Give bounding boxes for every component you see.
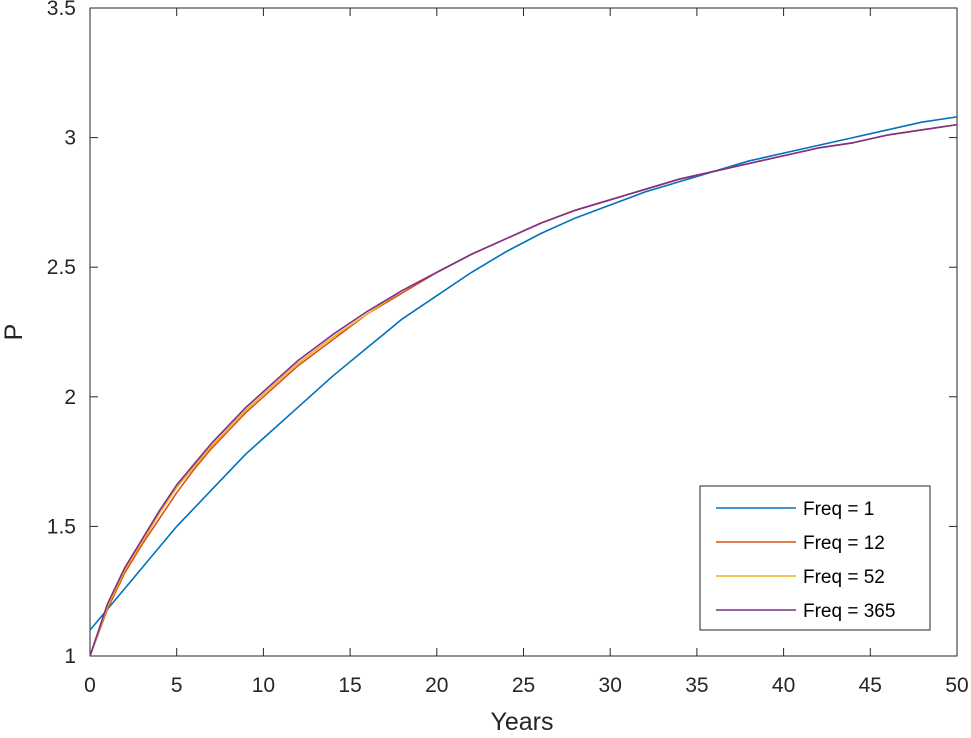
x-tick-label: 25 [512, 674, 535, 697]
x-tick-label: 35 [685, 674, 708, 697]
legend: Freq = 1 Freq = 12 Freq = 52 Freq = 365 [699, 485, 931, 631]
legend-label: Freq = 52 [803, 567, 885, 588]
y-tick-label: 2 [64, 386, 76, 409]
y-tick-label: 2.5 [47, 256, 76, 279]
x-tick-label: 30 [599, 674, 622, 697]
legend-label: Freq = 365 [803, 601, 895, 622]
x-tick-label: 40 [772, 674, 795, 697]
y-tick-label: 1.5 [47, 515, 76, 538]
y-axis-label: P [0, 324, 28, 341]
x-tick-label: 15 [338, 674, 361, 697]
y-tick-label: 3.5 [47, 0, 76, 20]
series-line-4 [89, 123, 958, 657]
y-axis: 1 1.5 2 2.5 3 3.5 [47, 0, 957, 668]
x-axis-label: Years [490, 708, 553, 736]
x-tick-label: 20 [425, 674, 448, 697]
legend-label: Freq = 12 [803, 533, 885, 554]
x-axis: 0 5 10 15 20 25 30 35 40 45 50 [84, 8, 969, 697]
y-tick-label: 3 [64, 127, 76, 150]
x-tick-label: 5 [171, 674, 183, 697]
legend-box [699, 485, 931, 631]
y-tick-label: 1 [64, 645, 76, 668]
x-tick-label: 0 [84, 674, 96, 697]
x-tick-label: 50 [945, 674, 968, 697]
legend-label: Freq = 1 [803, 499, 874, 520]
series-lines [89, 116, 958, 657]
x-tick-label: 10 [252, 674, 275, 697]
x-tick-label: 45 [859, 674, 882, 697]
series-line-1 [89, 116, 958, 631]
